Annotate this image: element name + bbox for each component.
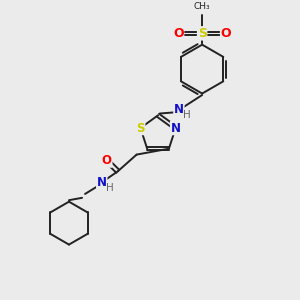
Text: H: H — [106, 183, 114, 193]
Text: CH₃: CH₃ — [194, 2, 211, 11]
Text: O: O — [173, 27, 184, 40]
Text: H: H — [183, 110, 191, 120]
Text: O: O — [221, 27, 231, 40]
Text: O: O — [102, 154, 112, 167]
Text: N: N — [174, 103, 184, 116]
Text: N: N — [171, 122, 181, 134]
Text: S: S — [136, 122, 145, 134]
Text: N: N — [97, 176, 107, 189]
Text: S: S — [198, 27, 207, 40]
